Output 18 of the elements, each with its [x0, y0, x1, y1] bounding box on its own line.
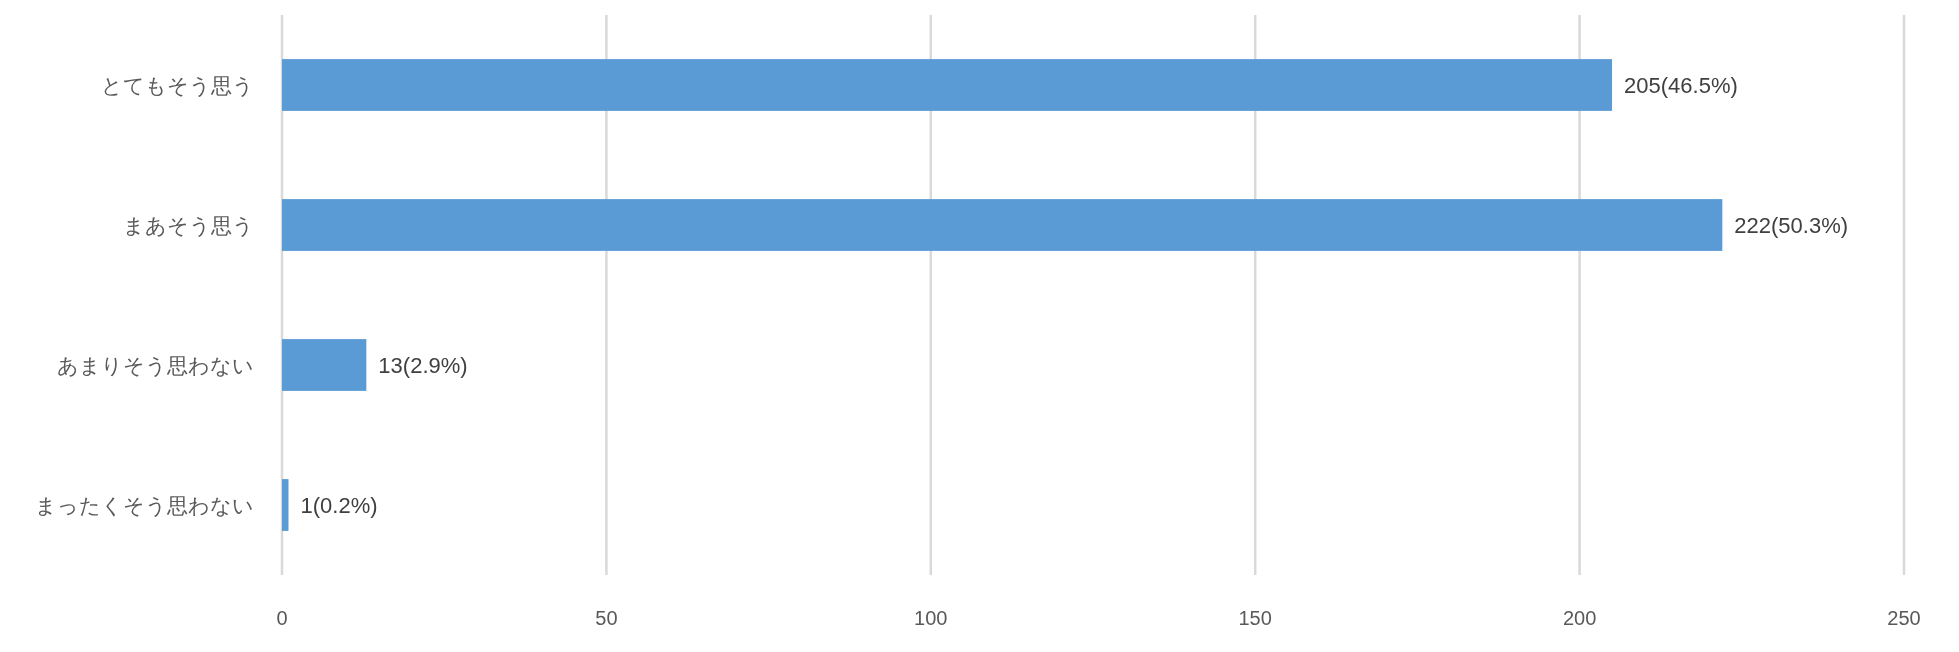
data-label: 1(0.2%) — [300, 493, 378, 518]
y-tick-label: とてもそう思う — [101, 74, 254, 97]
data-label: 13(2.9%) — [378, 353, 468, 378]
y-tick-label: あまりそう思わない — [57, 354, 254, 377]
x-tick-label: 100 — [914, 607, 948, 629]
data-label: 205(46.5%) — [1624, 73, 1738, 98]
y-tick-label: まあそう思う — [123, 214, 254, 237]
bar — [282, 479, 289, 531]
x-tick-label: 200 — [1562, 607, 1597, 629]
x-tick-label: 50 — [595, 607, 618, 629]
y-tick-label: まったくそう思わない — [35, 494, 254, 517]
bar — [282, 199, 1723, 251]
bar — [282, 59, 1613, 111]
x-tick-label: 0 — [276, 607, 288, 629]
bar — [282, 339, 367, 391]
x-tick-label: 250 — [1887, 607, 1921, 629]
data-label: 222(50.3%) — [1734, 213, 1849, 238]
x-tick-label: 150 — [1238, 607, 1272, 629]
